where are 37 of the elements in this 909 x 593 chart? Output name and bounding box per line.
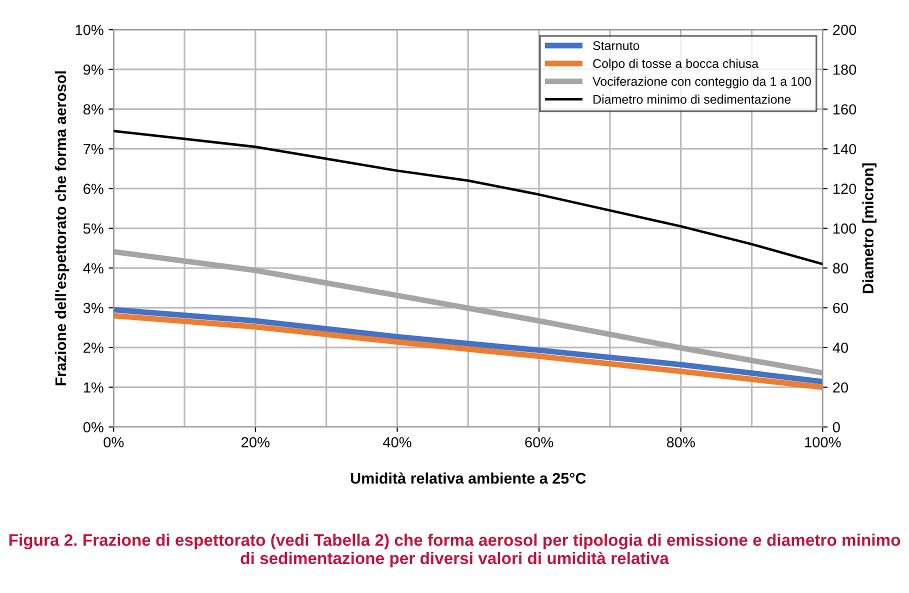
y-tick-label: 6%	[84, 184, 104, 194]
line-series	[114, 130, 823, 266]
y-axis-title: Frazione dell'espettorato che forma aerosol	[54, 71, 70, 386]
y2-tick-label: 0	[832, 422, 840, 432]
y-tick-label: 8%	[83, 104, 104, 115]
y-tick-label: 0%	[83, 422, 104, 432]
legend-label: Colpo di tosse a bocca chiusa	[593, 58, 759, 70]
y2-tick-label: 200	[833, 24, 856, 36]
legend-label: Starnuto	[593, 41, 640, 50]
y-tick-label: 7%	[84, 144, 104, 154]
y2-tick-label: 20	[833, 382, 848, 393]
text: Figura 2. Frazione di espettorato (vedi Tabella 2) che forma aerosol per tipologia di emissione e diametro minimo di sedimentazione per diversi valori di umidità relativa	[9, 534, 900, 568]
y-tick-label: 3%	[83, 302, 104, 314]
y2-tick-label: 100	[833, 223, 856, 234]
y2-tick-label: 80	[833, 263, 848, 274]
y-tick-label: 5%	[83, 223, 104, 234]
x-tick-label: 60%	[525, 437, 554, 448]
y2-tick-label: 160	[833, 104, 856, 115]
y2-tick-label: 120	[833, 184, 856, 194]
x-tick-label: 0%	[104, 437, 124, 448]
x-tick-label: 100%	[805, 437, 841, 448]
y-tick-label: 10%	[76, 24, 104, 36]
y-tick-label: 4%	[83, 263, 104, 274]
x-tick-label: 20%	[242, 437, 270, 448]
y-tick-label: 1%	[84, 382, 104, 393]
y-tick-label: 2%	[84, 342, 104, 353]
legend-label: Diametro minimo di sedimentazione	[594, 94, 791, 104]
y2-tick-label: 180	[833, 64, 856, 75]
y2-tick-label: 140	[833, 144, 856, 154]
y2-tick-label: 60	[833, 302, 848, 314]
x-tick-label: 80%	[666, 437, 695, 448]
x-tick-label: 40%	[382, 437, 412, 448]
legend-label: Vociferazione con conteggio da 1 a 100	[592, 76, 811, 88]
x-axis-title: Umidità relativa ambiente a 25°C	[350, 472, 586, 484]
y2-tick-label: 40	[832, 342, 848, 353]
y2-axis-title: Diametro [micron]	[862, 163, 876, 294]
y-tick-label: 9%	[84, 64, 104, 75]
